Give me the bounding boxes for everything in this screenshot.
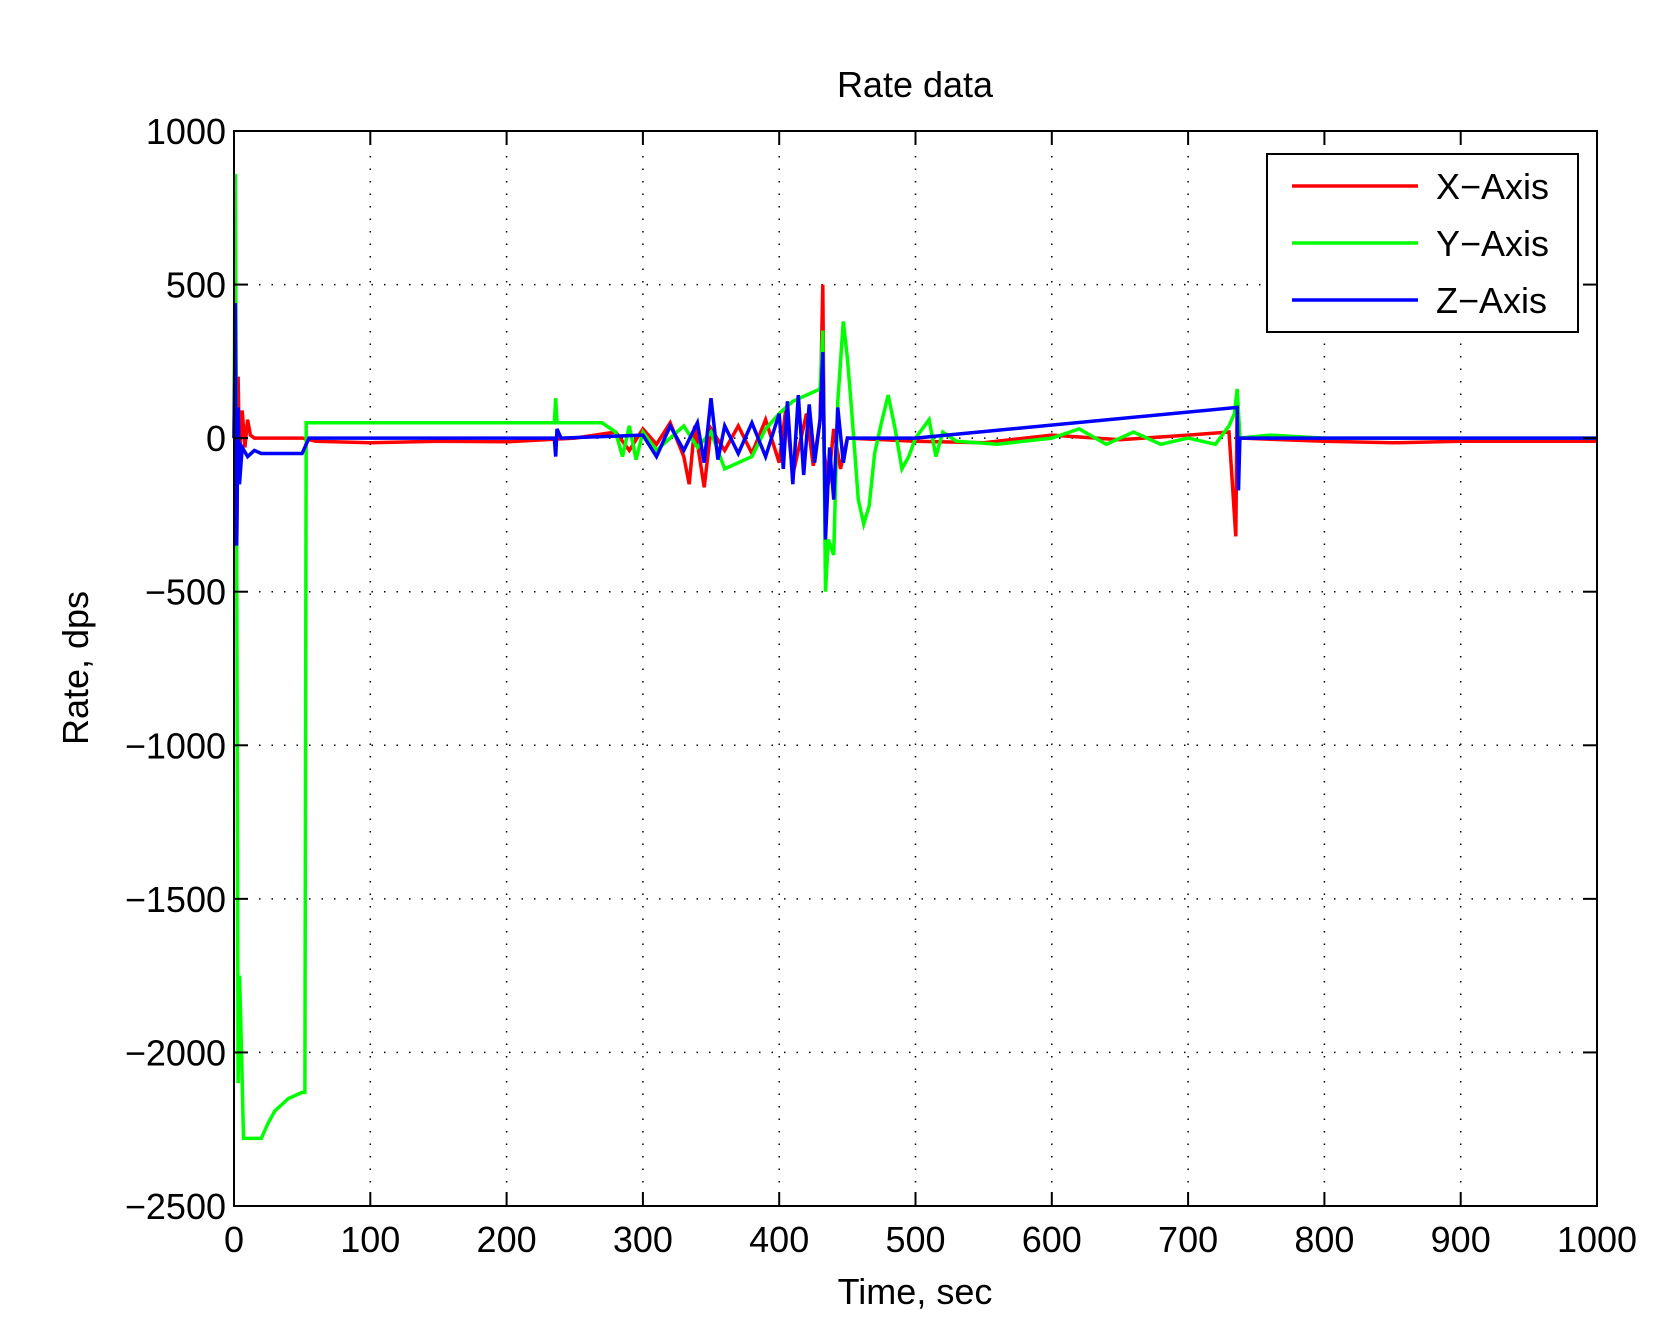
series-line-y-axis xyxy=(232,173,1597,1141)
y-tick-label: −2000 xyxy=(125,1032,226,1073)
y-tick-label: 1000 xyxy=(146,111,226,152)
legend-label: X−Axis xyxy=(1436,166,1549,207)
x-tick-label: 900 xyxy=(1431,1219,1491,1260)
y-tick-label: −1000 xyxy=(125,725,226,766)
series-lines xyxy=(232,173,1597,1141)
x-tick-label: 800 xyxy=(1294,1219,1354,1260)
x-axis-label: Time, sec xyxy=(838,1271,993,1312)
x-tick-label: 700 xyxy=(1158,1219,1218,1260)
x-tick-label: 200 xyxy=(477,1219,537,1260)
y-tick-label: −500 xyxy=(145,572,226,613)
legend-label: Y−Axis xyxy=(1436,223,1549,264)
legend: X−Axis Y−Axis Z−Axis xyxy=(1266,153,1579,333)
y-tick-label: 0 xyxy=(206,418,226,459)
x-tick-label: 0 xyxy=(224,1219,244,1260)
legend-label: Z−Axis xyxy=(1436,280,1547,321)
axis-ticks: 0 100 200 300 400 500 600 700 800 900 1000 1000 500 0… xyxy=(125,111,1637,1260)
grid xyxy=(234,131,1597,1206)
x-tick-label: 1000 xyxy=(1557,1219,1637,1260)
x-tick-label: 500 xyxy=(885,1219,945,1260)
x-tick-label: 300 xyxy=(613,1219,673,1260)
x-tick-label: 600 xyxy=(1022,1219,1082,1260)
y-tick-label: 500 xyxy=(166,265,226,306)
x-tick-label: 400 xyxy=(749,1219,809,1260)
x-tick-label: 100 xyxy=(340,1219,400,1260)
y-tick-label: −2500 xyxy=(125,1186,226,1227)
y-axis-label: Rate, dps xyxy=(55,591,96,745)
chart-title: Rate data xyxy=(837,64,994,105)
y-tick-label: −1500 xyxy=(125,879,226,920)
series-line-z-axis xyxy=(232,302,1597,546)
